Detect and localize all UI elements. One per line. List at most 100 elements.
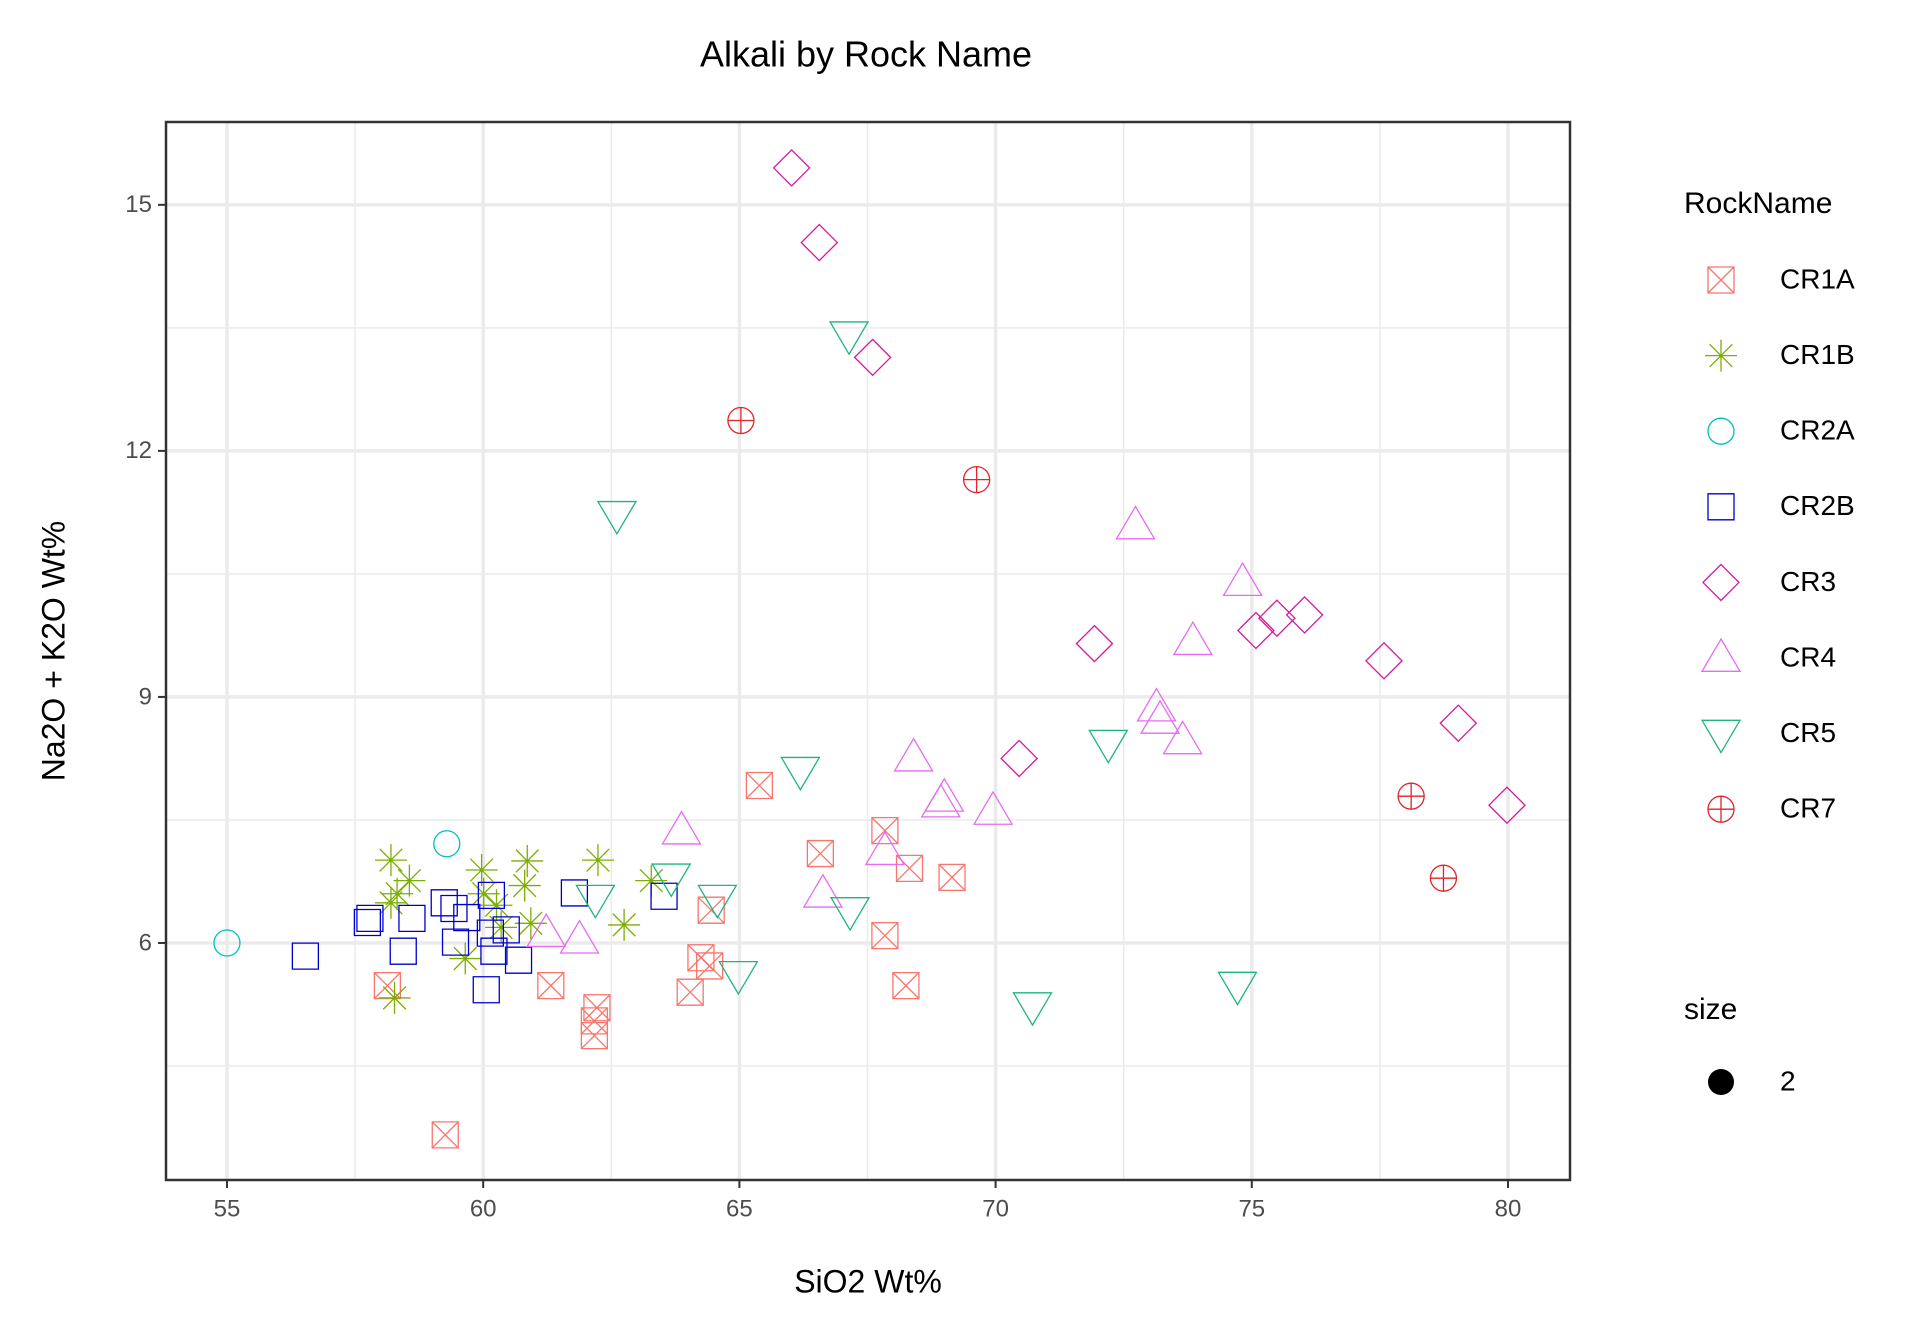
x-axis-label: SiO2 Wt%: [794, 1263, 942, 1299]
legend-label: CR7: [1780, 793, 1836, 824]
point: [938, 863, 966, 892]
point: [1236, 611, 1275, 650]
point: [1139, 699, 1181, 734]
point: [492, 916, 520, 944]
point: [727, 406, 755, 435]
point: [1429, 864, 1458, 892]
point: [381, 877, 414, 910]
point: [806, 839, 834, 868]
point: [430, 889, 458, 917]
point: [1075, 624, 1114, 663]
point: [440, 894, 468, 923]
point: [580, 1022, 609, 1050]
point: [651, 863, 692, 898]
point: [676, 978, 704, 1006]
x-tick-label: 75: [1238, 1195, 1265, 1222]
series: [374, 844, 668, 1014]
point: [1397, 782, 1425, 810]
plot-border: [164, 120, 1572, 1182]
point: [1285, 595, 1324, 634]
series: [213, 830, 461, 957]
series: [575, 321, 1258, 1027]
series: [373, 771, 966, 1149]
point: [374, 886, 407, 919]
chart-title: Alkali by Rock Name: [700, 34, 1032, 75]
legend-label: CR5: [1780, 717, 1836, 748]
point: [477, 881, 506, 910]
point: [962, 465, 991, 494]
point: [393, 864, 426, 897]
point: [718, 961, 759, 996]
point: [608, 908, 641, 941]
point: [1439, 704, 1478, 743]
point: [920, 783, 961, 818]
legend-symbol: [1707, 493, 1735, 521]
legend-title: RockName: [1684, 187, 1832, 220]
point: [1088, 729, 1129, 764]
point: [800, 223, 839, 262]
point: [1136, 687, 1177, 722]
point: [575, 884, 616, 919]
x-tick-label: 70: [982, 1195, 1009, 1222]
point: [465, 853, 498, 886]
point: [696, 952, 724, 980]
x-tick-label: 60: [470, 1195, 497, 1222]
point: [1365, 641, 1403, 680]
point: [511, 844, 544, 877]
point: [871, 816, 899, 845]
point: [828, 321, 870, 356]
series: [291, 879, 678, 1004]
point: [972, 790, 1014, 825]
point: [853, 338, 892, 377]
point: [1012, 992, 1053, 1027]
point: [1115, 505, 1156, 540]
y-tick-label: 6: [139, 929, 152, 956]
point: [581, 844, 614, 877]
point: [356, 904, 384, 933]
point: [1488, 786, 1526, 825]
legend-label: CR1B: [1780, 339, 1855, 370]
point: [504, 946, 533, 974]
point: [635, 864, 668, 897]
point: [526, 912, 567, 948]
point: [596, 500, 638, 536]
point: [476, 919, 505, 947]
point: [697, 896, 725, 924]
point: [1162, 720, 1203, 755]
point: [560, 879, 589, 907]
point: [353, 908, 382, 937]
point: [485, 911, 518, 944]
legend-symbol: [1707, 417, 1735, 445]
series: [727, 406, 1458, 892]
size-legend-label: 2: [1780, 1065, 1796, 1096]
x-tick-label: 65: [726, 1195, 753, 1222]
point: [1222, 561, 1263, 597]
point: [291, 942, 320, 970]
point: [441, 928, 470, 956]
legend-symbol: [1705, 339, 1737, 372]
point: [213, 929, 241, 957]
point: [467, 877, 500, 910]
legend-symbol: [1700, 637, 1742, 672]
legend-symbol: [1707, 795, 1735, 823]
legend-label: CR1A: [1780, 263, 1855, 294]
series: [526, 505, 1263, 954]
point: [559, 919, 600, 954]
point: [772, 149, 811, 187]
point: [514, 907, 547, 940]
point: [697, 884, 738, 919]
series: [772, 149, 1526, 825]
point: [480, 937, 508, 965]
point: [373, 971, 402, 1000]
y-tick-label: 9: [139, 683, 152, 710]
size-legend-title: size: [1684, 993, 1737, 1026]
point: [892, 971, 920, 1000]
point: [1000, 739, 1039, 778]
point: [389, 937, 417, 965]
point: [802, 873, 844, 908]
y-axis-label: Na2O + K2O Wt%: [35, 521, 71, 782]
point: [508, 869, 541, 902]
y-tick-label: 15: [125, 191, 152, 218]
